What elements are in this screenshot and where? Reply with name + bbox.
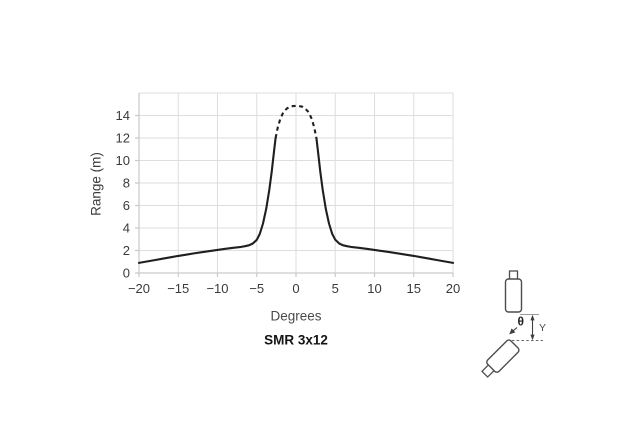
y-tick-label: 10 [116, 153, 130, 168]
x-axis-title: Degrees [270, 308, 322, 324]
curve-dashed-peak [274, 104, 318, 139]
theta-angle-label: θ [518, 315, 525, 329]
gridlines [138, 92, 454, 274]
tilted-sensor-cylinder [481, 339, 520, 378]
range-curve [137, 104, 455, 264]
y-dimension: Y [530, 314, 546, 341]
x-tick-label: −5 [249, 281, 264, 296]
x-tick-label: 15 [407, 281, 421, 296]
y-axis-title: Range (m) [88, 152, 104, 216]
x-tick-label: −10 [206, 281, 228, 296]
target-body [504, 278, 523, 313]
sensor-nub [481, 364, 495, 378]
y-tick-label: 14 [116, 108, 130, 123]
tick-marks [135, 114, 454, 277]
y-distance-label: Y [539, 322, 546, 334]
curve-solid-left [137, 136, 277, 264]
theta-angle: θ [509, 315, 524, 335]
arrow-down-icon [530, 334, 535, 341]
y-tick-label: 8 [123, 176, 130, 191]
target-cylinder [504, 270, 523, 313]
curve-solid-right [315, 136, 455, 264]
x-tick-label: 5 [332, 281, 339, 296]
y-tick-label: 2 [123, 243, 130, 258]
arrow-up-icon [530, 314, 535, 321]
tick-labels: 0 2 4 6 8 10 12 14 −20 −15 −10 −5 0 5 10 15 20 [116, 108, 461, 296]
chart-title: SMR 3x12 [264, 332, 328, 348]
y-tick-label: 6 [123, 198, 130, 213]
x-tick-label: −20 [128, 281, 150, 296]
x-tick-label: −15 [167, 281, 189, 296]
x-tick-label: 0 [292, 281, 299, 296]
y-tick-label: 12 [116, 131, 130, 146]
y-tick-label: 4 [123, 221, 130, 236]
sensor-angle-diagram: Y θ [481, 270, 546, 378]
x-tick-label: 20 [446, 281, 460, 296]
y-tick-label: 0 [123, 266, 130, 281]
x-tick-label: 10 [367, 281, 381, 296]
